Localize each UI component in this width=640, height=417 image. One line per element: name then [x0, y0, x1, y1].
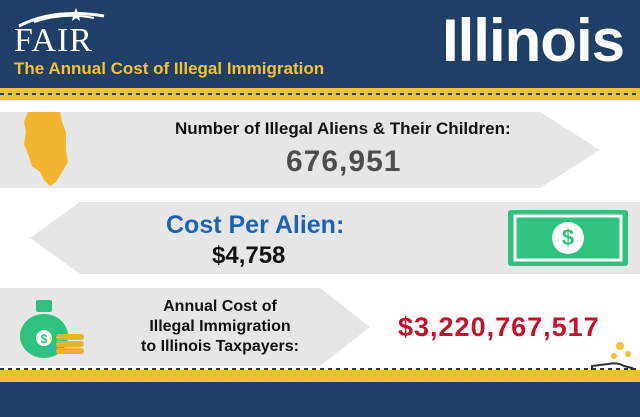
state-title: Illinois	[441, 7, 625, 74]
fair-logo-swoosh-icon	[18, 8, 105, 28]
money-bag-icon: $	[20, 300, 84, 358]
population-arrow	[0, 112, 600, 188]
bottom-gold-band	[0, 370, 640, 382]
bottom-dotted-line	[0, 368, 640, 370]
illinois-map-icon	[24, 112, 68, 186]
cost-per-alien-label: Cost Per Alien:	[166, 211, 345, 239]
footer-bar	[0, 382, 640, 417]
top-dotted-line	[0, 93, 640, 95]
annual-cost-label: Annual Cost of Illegal Immigration to Il…	[141, 298, 299, 355]
svg-text:$: $	[41, 332, 48, 346]
header-banner: FAIR The Annual Cost of Illegal Immigrat…	[0, 0, 640, 88]
dollar-bill-icon: $	[508, 210, 628, 266]
population-label: Number of Illegal Aliens & Their Childre…	[175, 119, 511, 138]
svg-text:$: $	[562, 225, 574, 250]
population-value: 676,951	[286, 145, 402, 178]
fair-logo-text: FAIR	[14, 22, 93, 59]
annual-cost-value: $3,220,767,517	[398, 312, 600, 342]
cost-per-alien-value: $4,758	[212, 242, 286, 269]
page-subtitle: The Annual Cost of Illegal Immigration	[14, 59, 325, 78]
